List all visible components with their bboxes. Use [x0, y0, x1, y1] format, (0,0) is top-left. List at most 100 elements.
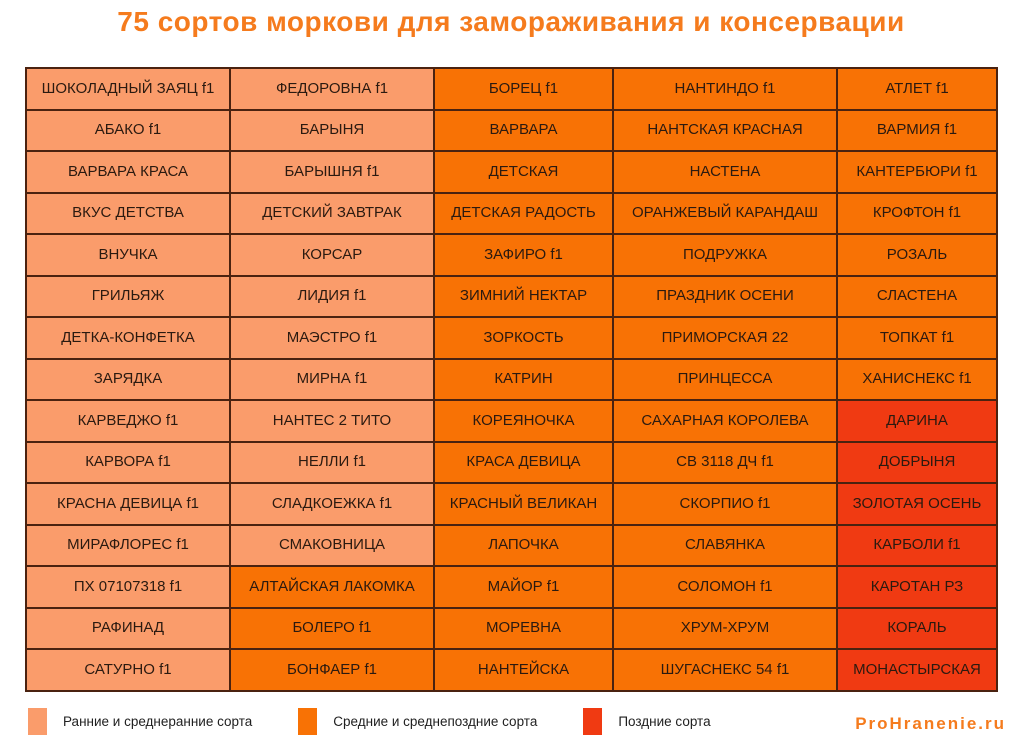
variety-cell: МОНАСТЫРСКАЯ — [836, 648, 998, 692]
variety-cell: ВНУЧКА — [25, 233, 231, 277]
variety-cell: ВКУС ДЕТСТВА — [25, 191, 231, 236]
variety-cell: ДЕТКА-КОНФЕТКА — [25, 316, 231, 360]
variety-cell: ЗОЛОТАЯ ОСЕНЬ — [836, 482, 998, 526]
variety-cell: КАТРИН — [433, 357, 614, 402]
variety-cell: ДЕТСКИЙ ЗАВТРАК — [229, 191, 435, 236]
variety-cell: ЗАФИРО f1 — [433, 233, 614, 277]
variety-cell: НАСТЕНА — [612, 150, 838, 194]
variety-cell: КОРСАР — [229, 233, 435, 277]
variety-cell: РАФИНАД — [25, 606, 231, 651]
variety-cell: ВАРМИЯ f1 — [836, 108, 998, 153]
variety-cell: БОРЕЦ f1 — [433, 67, 614, 111]
variety-cell: ЗАРЯДКА — [25, 357, 231, 402]
variety-cell: МАЙОР f1 — [433, 565, 614, 609]
variety-cell: БОЛЕРО f1 — [229, 606, 435, 651]
variety-cell: МИРАФЛОРЕС f1 — [25, 523, 231, 568]
variety-cell: МОРЕВНА — [433, 606, 614, 651]
variety-cell: СМАКОВНИЦА — [229, 523, 435, 568]
variety-cell: КОРЕЯНОЧКА — [433, 399, 614, 443]
variety-cell: ДОБРЫНЯ — [836, 440, 998, 485]
variety-cell: ПРИМОРСКАЯ 22 — [612, 316, 838, 360]
variety-cell: НАНТСКАЯ КРАСНАЯ — [612, 108, 838, 153]
table-row: КАРВОРА f1 НЕЛЛИ f1 КРАСА ДЕВИЦА СВ 3118 ДЧ… — [25, 440, 998, 485]
legend-swatch-early — [28, 708, 47, 735]
variety-cell: НАНТЕЙСКА — [433, 648, 614, 692]
table-row: МИРАФЛОРЕС f1 СМАКОВНИЦА ЛАПОЧКА СЛАВЯНКА КА… — [25, 523, 998, 568]
variety-cell: АБАКО f1 — [25, 108, 231, 153]
variety-cell: КРАСНЫЙ ВЕЛИКАН — [433, 482, 614, 526]
variety-cell: КАНТЕРБЮРИ f1 — [836, 150, 998, 194]
table-row: ПХ 07107318 f1 АЛТАЙСКАЯ ЛАКОМКА МАЙОР f1 С… — [25, 565, 998, 609]
variety-cell: НЕЛЛИ f1 — [229, 440, 435, 485]
variety-cell: КРОФТОН f1 — [836, 191, 998, 236]
variety-cell: МАЭСТРО f1 — [229, 316, 435, 360]
variety-cell: ДЕТСКАЯ — [433, 150, 614, 194]
variety-cell: ОРАНЖЕВЫЙ КАРАНДАШ — [612, 191, 838, 236]
variety-cell: БАРЫНЯ — [229, 108, 435, 153]
table-row: КРАСНА ДЕВИЦА f1 СЛАДКОЕЖКА f1 КРАСНЫЙ ВЕЛ… — [25, 482, 998, 526]
variety-cell: ШОКОЛАДНЫЙ ЗАЯЦ f1 — [25, 67, 231, 111]
variety-cell: ХРУМ-ХРУМ — [612, 606, 838, 651]
variety-cell: КАРОТАН РЗ — [836, 565, 998, 609]
variety-cell: МИРНА f1 — [229, 357, 435, 402]
variety-cell: ФЕДОРОВНА f1 — [229, 67, 435, 111]
variety-cell: СВ 3118 ДЧ f1 — [612, 440, 838, 485]
table-row: ВАРВАРА КРАСА БАРЫШНЯ f1 ДЕТСКАЯ НАСТЕНА КАН… — [25, 150, 998, 194]
variety-cell: КРАСНА ДЕВИЦА f1 — [25, 482, 231, 526]
table-row: ВНУЧКА КОРСАР ЗАФИРО f1 ПОДРУЖКА РОЗАЛЬ — [25, 233, 998, 277]
table-row: ДЕТКА-КОНФЕТКА МАЭСТРО f1 ЗОРКОСТЬ ПРИМОРСК… — [25, 316, 998, 360]
variety-cell: ЗОРКОСТЬ — [433, 316, 614, 360]
legend: Ранние и среднеранние сорта Средние и сре… — [28, 708, 757, 735]
legend-label: Поздние сорта — [618, 714, 711, 729]
variety-cell: ДАРИНА — [836, 399, 998, 443]
variety-cell: ПОДРУЖКА — [612, 233, 838, 277]
variety-cell: ПРАЗДНИК ОСЕНИ — [612, 274, 838, 319]
table-row: АБАКО f1 БАРЫНЯ ВАРВАРА НАНТСКАЯ КРАСНАЯ ВАР… — [25, 108, 998, 153]
table-row: САТУРНО f1 БОНФАЕР f1 НАНТЕЙСКА ШУГАСНЕКС 5… — [25, 648, 998, 692]
variety-cell: НАНТИНДО f1 — [612, 67, 838, 111]
variety-cell: ЗИМНИЙ НЕКТАР — [433, 274, 614, 319]
table-row: ВКУС ДЕТСТВА ДЕТСКИЙ ЗАВТРАК ДЕТСКАЯ РАДОС… — [25, 191, 998, 236]
legend-label: Средние и среднепоздние сорта — [333, 714, 538, 729]
variety-cell: ПХ 07107318 f1 — [25, 565, 231, 609]
variety-cell: ВАРВАРА КРАСА — [25, 150, 231, 194]
variety-cell: БОНФАЕР f1 — [229, 648, 435, 692]
legend-item: Ранние и среднеранние сорта — [28, 708, 252, 735]
variety-cell: ХАНИСНЕКС f1 — [836, 357, 998, 402]
variety-cell: АЛТАЙСКАЯ ЛАКОМКА — [229, 565, 435, 609]
variety-cell: КОРАЛЬ — [836, 606, 998, 651]
legend-swatch-mid — [298, 708, 318, 735]
variety-cell: СКОРПИО f1 — [612, 482, 838, 526]
variety-cell: СОЛОМОН f1 — [612, 565, 838, 609]
variety-cell: СЛАДКОЕЖКА f1 — [229, 482, 435, 526]
variety-cell: СЛАСТЕНА — [836, 274, 998, 319]
variety-cell: ВАРВАРА — [433, 108, 614, 153]
variety-cell: НАНТЕС 2 ТИТО — [229, 399, 435, 443]
variety-cell: САХАРНАЯ КОРОЛЕВА — [612, 399, 838, 443]
variety-cell: КРАСА ДЕВИЦА — [433, 440, 614, 485]
variety-cell: КАРВЕДЖО f1 — [25, 399, 231, 443]
table-row: КАРВЕДЖО f1 НАНТЕС 2 ТИТО КОРЕЯНОЧКА САХАРН… — [25, 399, 998, 443]
table-row: ГРИЛЬЯЖ ЛИДИЯ f1 ЗИМНИЙ НЕКТАР ПРАЗДНИК ОСЕ… — [25, 274, 998, 319]
variety-cell: КАРВОРА f1 — [25, 440, 231, 485]
table-row: ЗАРЯДКА МИРНА f1 КАТРИН ПРИНЦЕССА ХАНИСНЕКС … — [25, 357, 998, 402]
variety-cell: КАРБОЛИ f1 — [836, 523, 998, 568]
legend-item: Средние и среднепоздние сорта — [298, 708, 537, 735]
varieties-table: ШОКОЛАДНЫЙ ЗАЯЦ f1 ФЕДОРОВНА f1 БОРЕЦ f1 НА… — [25, 67, 998, 692]
variety-cell: ГРИЛЬЯЖ — [25, 274, 231, 319]
variety-cell: ЛИДИЯ f1 — [229, 274, 435, 319]
page-title: 75 сортов моркови для замораживания и ко… — [117, 6, 905, 37]
table-row: РАФИНАД БОЛЕРО f1 МОРЕВНА ХРУМ-ХРУМ КОРАЛЬ — [25, 606, 998, 651]
variety-cell: ПРИНЦЕССА — [612, 357, 838, 402]
legend-item: Поздние сорта — [583, 708, 711, 735]
variety-cell: ДЕТСКАЯ РАДОСТЬ — [433, 191, 614, 236]
variety-cell: САТУРНО f1 — [25, 648, 231, 692]
table-row: ШОКОЛАДНЫЙ ЗАЯЦ f1 ФЕДОРОВНА f1 БОРЕЦ f1 НА… — [25, 67, 998, 111]
variety-cell: АТЛЕТ f1 — [836, 67, 998, 111]
legend-label: Ранние и среднеранние сорта — [63, 714, 253, 729]
legend-swatch-late — [583, 708, 603, 735]
variety-cell: БАРЫШНЯ f1 — [229, 150, 435, 194]
variety-cell: ТОПКАТ f1 — [836, 316, 998, 360]
variety-cell: СЛАВЯНКА — [612, 523, 838, 568]
